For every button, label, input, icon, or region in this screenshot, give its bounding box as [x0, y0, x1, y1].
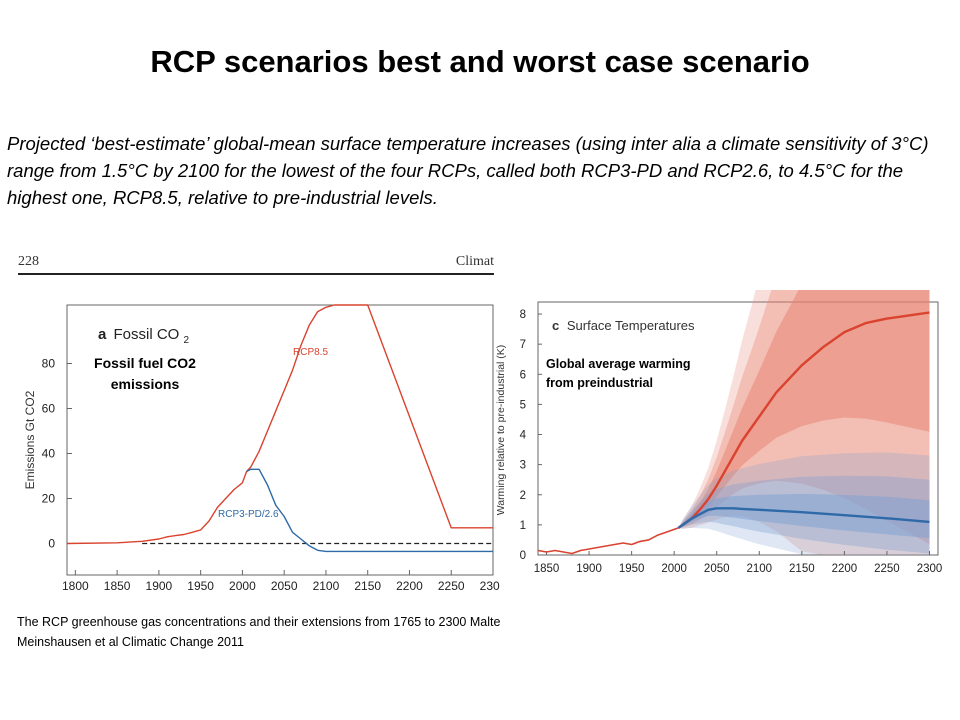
plot-a-x-ticks: 1800 1850 1900 1950 2000 2050 2100 2150 2200 2250…	[62, 570, 500, 593]
y-tick-label: 2	[520, 490, 526, 502]
series-line-rcp85	[677, 311, 930, 529]
plot-a-series	[66, 304, 493, 553]
panel-c-label: c	[552, 318, 559, 333]
fossil-fuel-annotation-line-2: emissions	[111, 376, 180, 392]
y-tick-label: 40	[42, 447, 56, 461]
x-tick-label: 2300	[480, 579, 500, 593]
x-tick-label: 2200	[832, 563, 858, 575]
y-tick-label: 4	[520, 430, 527, 442]
surface-temperature-chart: 0 1 2 3 4 5 6 7 8 1850 1900 1950 2000 2050 2100 2150 22…	[495, 290, 943, 575]
x-tick-label: 2050	[704, 563, 730, 575]
y-tick-label: 1	[520, 520, 526, 532]
x-tick-label: 1950	[619, 563, 645, 575]
plot-c-series	[537, 311, 930, 555]
x-tick-label: 2150	[354, 579, 381, 593]
series-label-rcp26-a: RCP3-PD/2.6	[218, 509, 279, 520]
plot-c-frame	[537, 301, 939, 556]
plot-c-y-axis-label: Warming relative to pre-industrial (K)	[495, 345, 507, 516]
x-tick-label: 2150	[789, 563, 815, 575]
rcp85-uncertainty-band	[678, 290, 930, 528]
y-tick-label: 80	[42, 357, 56, 371]
y-tick-label: 5	[520, 399, 526, 411]
series-label-rcp85-a: RCP8.5	[293, 347, 328, 358]
series-line-historical	[537, 527, 679, 555]
x-tick-label: 1850	[104, 579, 131, 593]
x-tick-label: 2050	[271, 579, 298, 593]
y-tick-label: 8	[520, 309, 526, 321]
plot-c-y-ticks: 0 1 2 3 4 5 6 7 8	[520, 309, 542, 562]
series-line-rcp26	[246, 468, 493, 553]
x-tick-label: 2100	[313, 579, 340, 593]
y-tick-label: 6	[520, 369, 526, 381]
y-tick-label: 3	[520, 460, 526, 472]
panel-a-title: a Fossil CO 2	[98, 326, 190, 346]
x-tick-label: 2000	[229, 579, 256, 593]
slide-title: RCP scenarios best and worst case scenar…	[150, 44, 810, 79]
x-tick-label: 2300	[917, 563, 943, 575]
plot-a-frame	[66, 304, 494, 576]
panel-a-title-text: Fossil CO	[114, 326, 180, 343]
warming-annotation-line-1: Global average warming	[546, 357, 691, 371]
x-tick-label: 1800	[62, 579, 89, 593]
fossil-co2-chart: 228 Climat 0 20 40 60 80 1800 1850 1900 1950 200…	[18, 254, 500, 593]
x-tick-label: 1900	[576, 563, 602, 575]
y-tick-label: 7	[520, 339, 526, 351]
x-tick-label: 2250	[874, 563, 900, 575]
panel-c-title-text: Surface Temperatures	[567, 318, 695, 333]
slide-body-text: Projected ‘best-estimate’ global-mean su…	[7, 133, 929, 208]
series-line-rcp26	[677, 507, 930, 529]
x-tick-label: 2250	[438, 579, 465, 593]
plot-a-y-axis-label: Emissions Gt CO2	[23, 390, 37, 489]
journal-page-number: 228	[18, 254, 39, 269]
plot-a-y-ticks: 0 20 40 60 80	[42, 357, 72, 551]
rcp26-uncertainty-band	[678, 493, 930, 539]
x-tick-label: 2000	[661, 563, 687, 575]
figure-caption: The RCP greenhouse gas concentrations an…	[17, 615, 501, 649]
warming-annotation-line-2: from preindustrial	[546, 376, 653, 390]
x-tick-label: 2200	[396, 579, 423, 593]
journal-name: Climat	[456, 254, 494, 269]
y-tick-label: 60	[42, 402, 56, 416]
panel-c-title: c Surface Temperatures	[552, 318, 695, 333]
y-tick-label: 0	[48, 537, 55, 551]
y-tick-label: 20	[42, 492, 56, 506]
x-tick-label: 1950	[187, 579, 214, 593]
x-tick-label: 1900	[146, 579, 173, 593]
panel-a-title-subscript: 2	[184, 335, 190, 346]
x-tick-label: 2100	[746, 563, 772, 575]
fossil-fuel-annotation-line-1: Fossil fuel CO2	[94, 355, 196, 371]
series-line-rcp85	[66, 304, 493, 545]
panel-a-label: a	[98, 326, 107, 343]
plot-c-x-ticks: 1850 1900 1950 2000 2050 2100 2150 2200 2250 2300	[534, 551, 943, 575]
uncertainty-bands	[678, 290, 930, 555]
y-tick-label: 0	[520, 550, 526, 562]
x-tick-label: 1850	[534, 563, 560, 575]
